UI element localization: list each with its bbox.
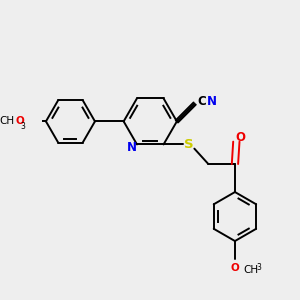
Text: C: C xyxy=(197,95,206,108)
Text: N: N xyxy=(127,141,137,154)
Text: O: O xyxy=(231,263,239,273)
Text: CH: CH xyxy=(243,265,259,275)
Text: 3: 3 xyxy=(21,122,26,131)
Text: O: O xyxy=(16,116,24,126)
Text: N: N xyxy=(207,95,217,108)
Text: 3: 3 xyxy=(257,263,262,272)
Text: O: O xyxy=(236,131,246,144)
Text: CH: CH xyxy=(0,116,14,126)
Text: S: S xyxy=(184,138,194,151)
